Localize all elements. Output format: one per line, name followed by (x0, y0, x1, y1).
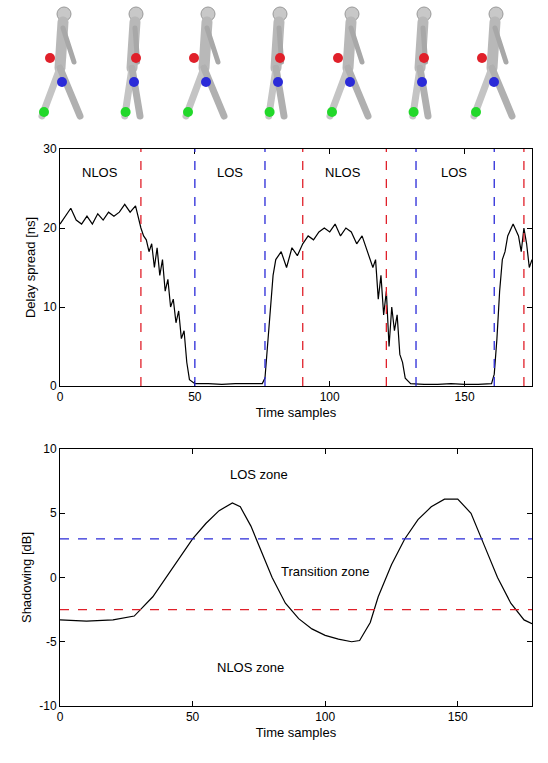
svg-text:100: 100 (320, 390, 340, 404)
svg-text:50: 50 (186, 710, 200, 724)
svg-text:20: 20 (43, 221, 57, 235)
svg-text:-10: -10 (39, 699, 57, 713)
svg-text:150: 150 (455, 390, 475, 404)
svg-text:10: 10 (43, 442, 57, 456)
svg-text:10: 10 (43, 300, 57, 314)
svg-text:50: 50 (188, 390, 202, 404)
svg-text:-5: -5 (46, 635, 57, 649)
svg-text:LOS: LOS (441, 165, 467, 180)
svg-text:5: 5 (50, 506, 57, 520)
svg-text:NLOS zone: NLOS zone (217, 660, 284, 675)
svg-text:LOS: LOS (217, 165, 243, 180)
svg-text:Time samples: Time samples (256, 405, 337, 420)
svg-text:Time samples: Time samples (256, 725, 337, 740)
svg-text:150: 150 (448, 710, 468, 724)
svg-text:Delay spread [ns]: Delay spread [ns] (23, 217, 38, 318)
svg-text:0: 0 (50, 379, 57, 393)
svg-text:Transition zone: Transition zone (281, 564, 369, 579)
svg-text:30: 30 (43, 142, 57, 156)
svg-text:NLOS: NLOS (82, 165, 118, 180)
svg-text:Shadowing [dB]: Shadowing [dB] (19, 532, 34, 623)
svg-text:100: 100 (315, 710, 335, 724)
svg-text:0: 0 (57, 390, 64, 404)
svg-text:0: 0 (57, 710, 64, 724)
svg-text:LOS zone: LOS zone (230, 467, 288, 482)
svg-text:NLOS: NLOS (325, 165, 361, 180)
svg-text:0: 0 (50, 571, 57, 585)
